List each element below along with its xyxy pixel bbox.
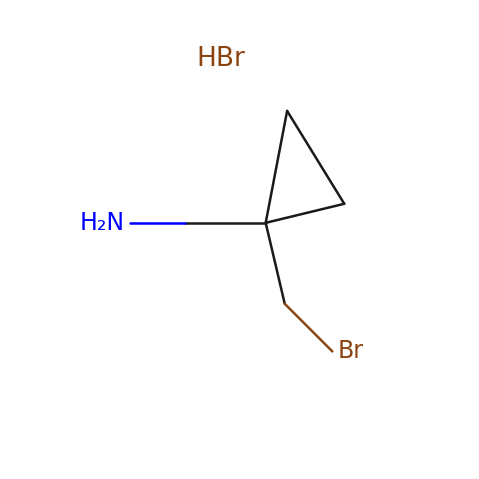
Text: H₂N: H₂N xyxy=(80,211,125,235)
Text: Br: Br xyxy=(337,340,363,364)
Text: HBr: HBr xyxy=(196,46,245,71)
